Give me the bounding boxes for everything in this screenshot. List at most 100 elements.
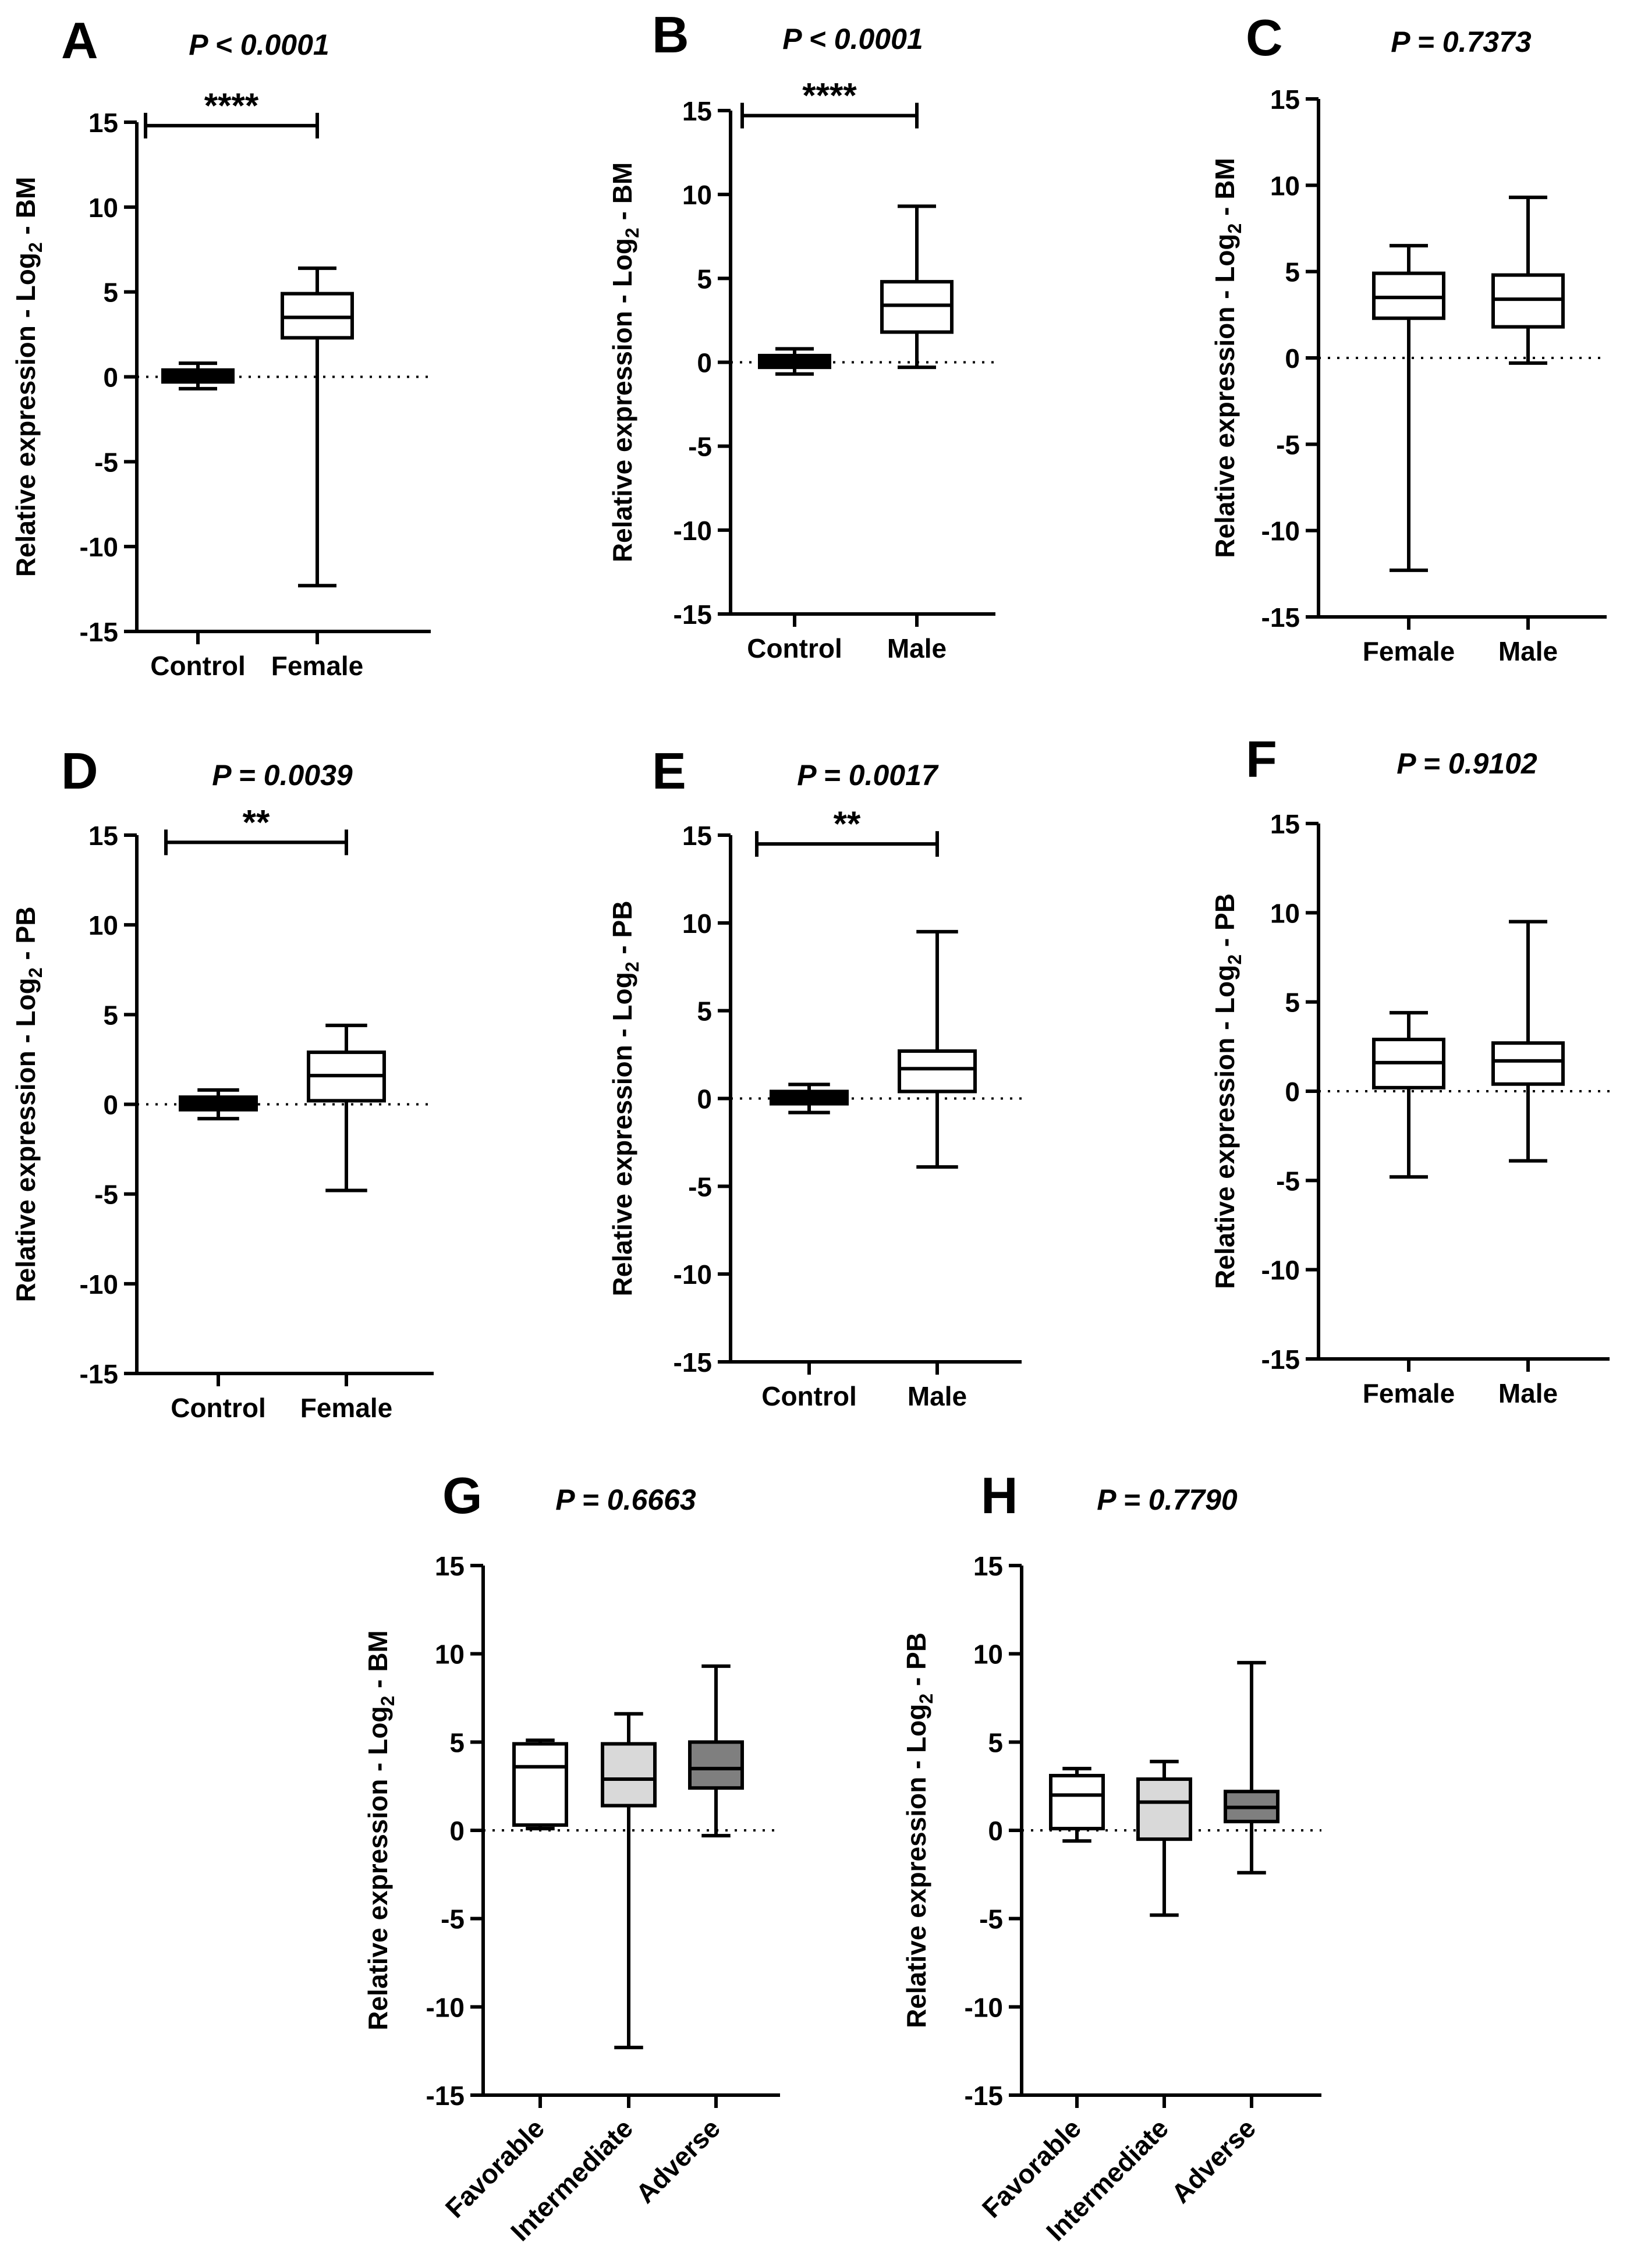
panel-letter: B [652, 6, 689, 63]
y-tick-label: 10 [682, 180, 712, 210]
y-tick-label: -10 [1261, 516, 1300, 546]
y-tick-label: 5 [697, 264, 712, 294]
box-control [758, 347, 831, 376]
panel-e: E P = 0.0017 15 10 5 0 -5 -10 -15 Relative expres… [607, 742, 1022, 1411]
panel-letter: C [1246, 9, 1283, 66]
box-female [1372, 1011, 1445, 1179]
y-axis-label: Relative expression - Log2 - BM [1210, 158, 1245, 558]
y-tick-label: -10 [965, 1992, 1003, 2022]
y-tick-label: -10 [80, 532, 118, 562]
y-tick-label: 15 [973, 1551, 1003, 1581]
y-tick-label: 10 [88, 193, 118, 223]
box-intermediate [1136, 1759, 1192, 1917]
p-value-title: P = 0.0017 [797, 759, 939, 792]
y-tick-label: -5 [1276, 1166, 1300, 1196]
y-tick-label: 0 [697, 1084, 712, 1115]
y-tick-label: -10 [1261, 1255, 1300, 1286]
box-favorable [512, 1738, 568, 1830]
y-axis-label: Relative expression - Log2 - PB [607, 901, 643, 1297]
panel-f: F P = 0.9102 15 10 5 0 -5 -10 -15 Relative expres… [1210, 730, 1610, 1408]
box-iqr [1049, 1773, 1105, 1830]
box-iqr [1136, 1777, 1192, 1841]
y-tick-label: -5 [94, 447, 118, 477]
p-value-title: P = 0.0039 [212, 759, 353, 792]
box-iqr [601, 1742, 657, 1808]
x-category-label: Adverse [1165, 2113, 1261, 2209]
y-tick-label: -10 [80, 1269, 118, 1300]
significance-stars: **** [204, 86, 259, 125]
y-tick-label: -10 [674, 1259, 712, 1290]
panel-letter: E [652, 742, 686, 800]
panel-h: H P = 0.7790 15 10 5 0 -5 -10 -15 Relative expres… [901, 1467, 1321, 2246]
x-category-label: Female [300, 1393, 393, 1423]
box-female [307, 1023, 386, 1192]
y-tick-label: 15 [1270, 84, 1300, 115]
x-category-label: Adverse [630, 2113, 726, 2209]
panel-d: D P = 0.0039 15 10 5 0 -5 -10 -15 Relative expres… [10, 742, 434, 1423]
p-value-title: P < 0.0001 [782, 23, 923, 55]
y-tick-label: -5 [688, 432, 712, 462]
y-tick-label: 5 [103, 1000, 118, 1030]
y-tick-label: -5 [688, 1172, 712, 1202]
y-tick-label: 15 [88, 821, 118, 851]
y-tick-label: 10 [1270, 898, 1300, 928]
p-value-title: P = 0.7790 [1097, 1483, 1238, 1516]
y-tick-label: -15 [426, 2081, 465, 2111]
box-male [1491, 920, 1565, 1163]
y-tick-label: -15 [674, 1347, 712, 1378]
significance-stars: ** [834, 804, 861, 843]
x-category-label: Control [150, 651, 246, 681]
p-value-title: P = 0.7373 [1391, 26, 1532, 58]
box-male [880, 204, 954, 370]
y-axis-label: Relative expression - Log2 - BM [607, 162, 643, 563]
y-tick-label: 15 [682, 821, 712, 851]
y-tick-label: 15 [1270, 809, 1300, 839]
x-category-label: Male [1498, 636, 1558, 666]
y-tick-label: 5 [1285, 257, 1300, 288]
box-female [1372, 244, 1445, 572]
y-tick-label: 10 [88, 910, 118, 940]
y-tick-label: -5 [979, 1904, 1003, 1935]
y-tick-label: 0 [103, 363, 118, 393]
y-tick-label: 0 [697, 348, 712, 378]
y-tick-label: -5 [1276, 430, 1300, 460]
box-iqr [512, 1742, 568, 1827]
box-male [898, 929, 977, 1169]
y-tick-label: 5 [1285, 988, 1300, 1018]
panel-b: B P < 0.0001 15 10 5 0 -5 -10 -15 Relative expres… [607, 6, 995, 663]
panel-letter: F [1246, 730, 1277, 788]
panel-letter: A [61, 12, 98, 69]
y-axis-label: Relative expression - Log2 - PB [10, 907, 46, 1302]
y-tick-label: -15 [80, 617, 118, 647]
y-tick-label: 10 [1270, 171, 1300, 201]
box-control [770, 1082, 849, 1115]
y-tick-label: 15 [682, 96, 712, 126]
panel-letter: G [442, 1467, 482, 1524]
y-tick-label: 0 [449, 1816, 465, 1846]
y-axis-label: Relative expression - Log2 - BM [363, 1630, 398, 2031]
box-intermediate [601, 1712, 657, 2050]
x-category-label: Female [1363, 1378, 1455, 1408]
y-tick-label: -15 [1261, 602, 1300, 633]
x-category-label: Control [747, 633, 842, 663]
y-tick-label: 5 [988, 1727, 1003, 1758]
panel-c: C P = 0.7373 15 10 5 0 -5 -10 -15 Relative expres… [1210, 9, 1607, 666]
y-tick-label: -15 [1261, 1344, 1300, 1375]
panel-letter: H [981, 1467, 1018, 1524]
box-iqr [898, 1049, 977, 1094]
y-tick-label: 0 [988, 1816, 1003, 1846]
y-tick-label: -5 [94, 1180, 118, 1210]
y-tick-label: 5 [449, 1727, 465, 1758]
significance-stars: ** [243, 803, 270, 842]
box-adverse [1224, 1660, 1280, 1875]
x-category-label: Male [887, 633, 947, 663]
box-female [281, 266, 354, 588]
y-tick-label: 10 [973, 1639, 1003, 1670]
panel-a: A P < 0.0001 15 10 5 0 -5 -10 -15 Relative expres… [10, 12, 431, 681]
y-tick-label: -15 [674, 599, 712, 630]
y-tick-label: 10 [435, 1639, 465, 1670]
y-tick-label: 0 [1285, 1077, 1300, 1107]
x-category-label: Male [1498, 1378, 1558, 1408]
y-tick-label: 15 [88, 108, 118, 138]
